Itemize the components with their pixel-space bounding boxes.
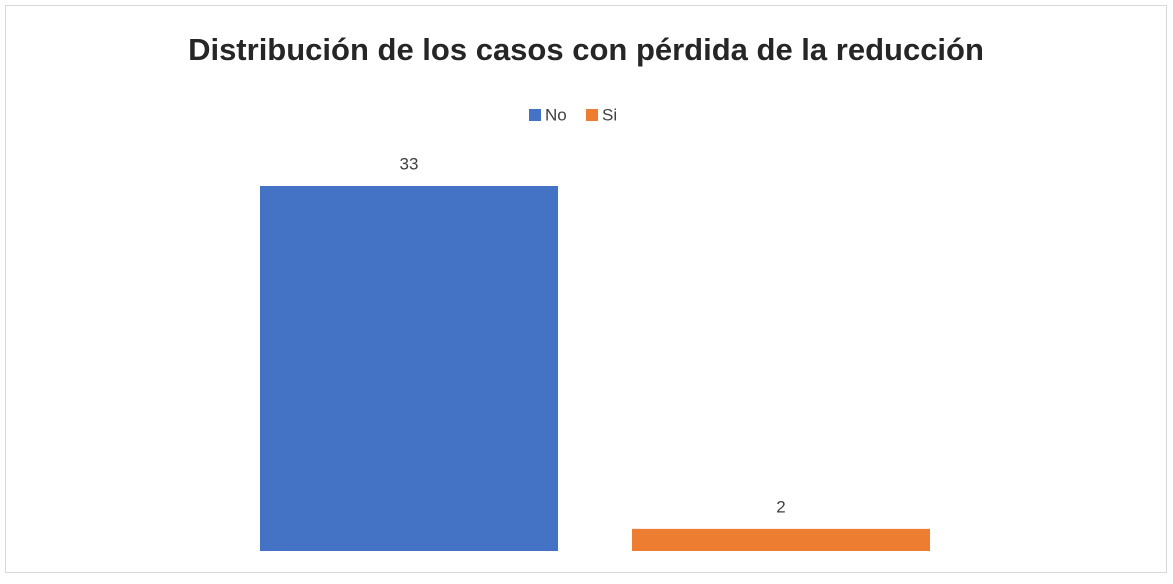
chart-border xyxy=(5,5,1167,573)
data-label: 33 xyxy=(400,154,419,173)
legend-swatch xyxy=(529,109,541,121)
legend-swatch xyxy=(586,109,598,121)
chart-title: Distribución de los casos con pérdida de… xyxy=(188,32,984,67)
bar xyxy=(260,186,558,551)
legend-label: No xyxy=(545,105,567,124)
bar xyxy=(632,528,930,551)
legend-label: Si xyxy=(602,105,617,124)
data-label: 2 xyxy=(776,497,785,516)
